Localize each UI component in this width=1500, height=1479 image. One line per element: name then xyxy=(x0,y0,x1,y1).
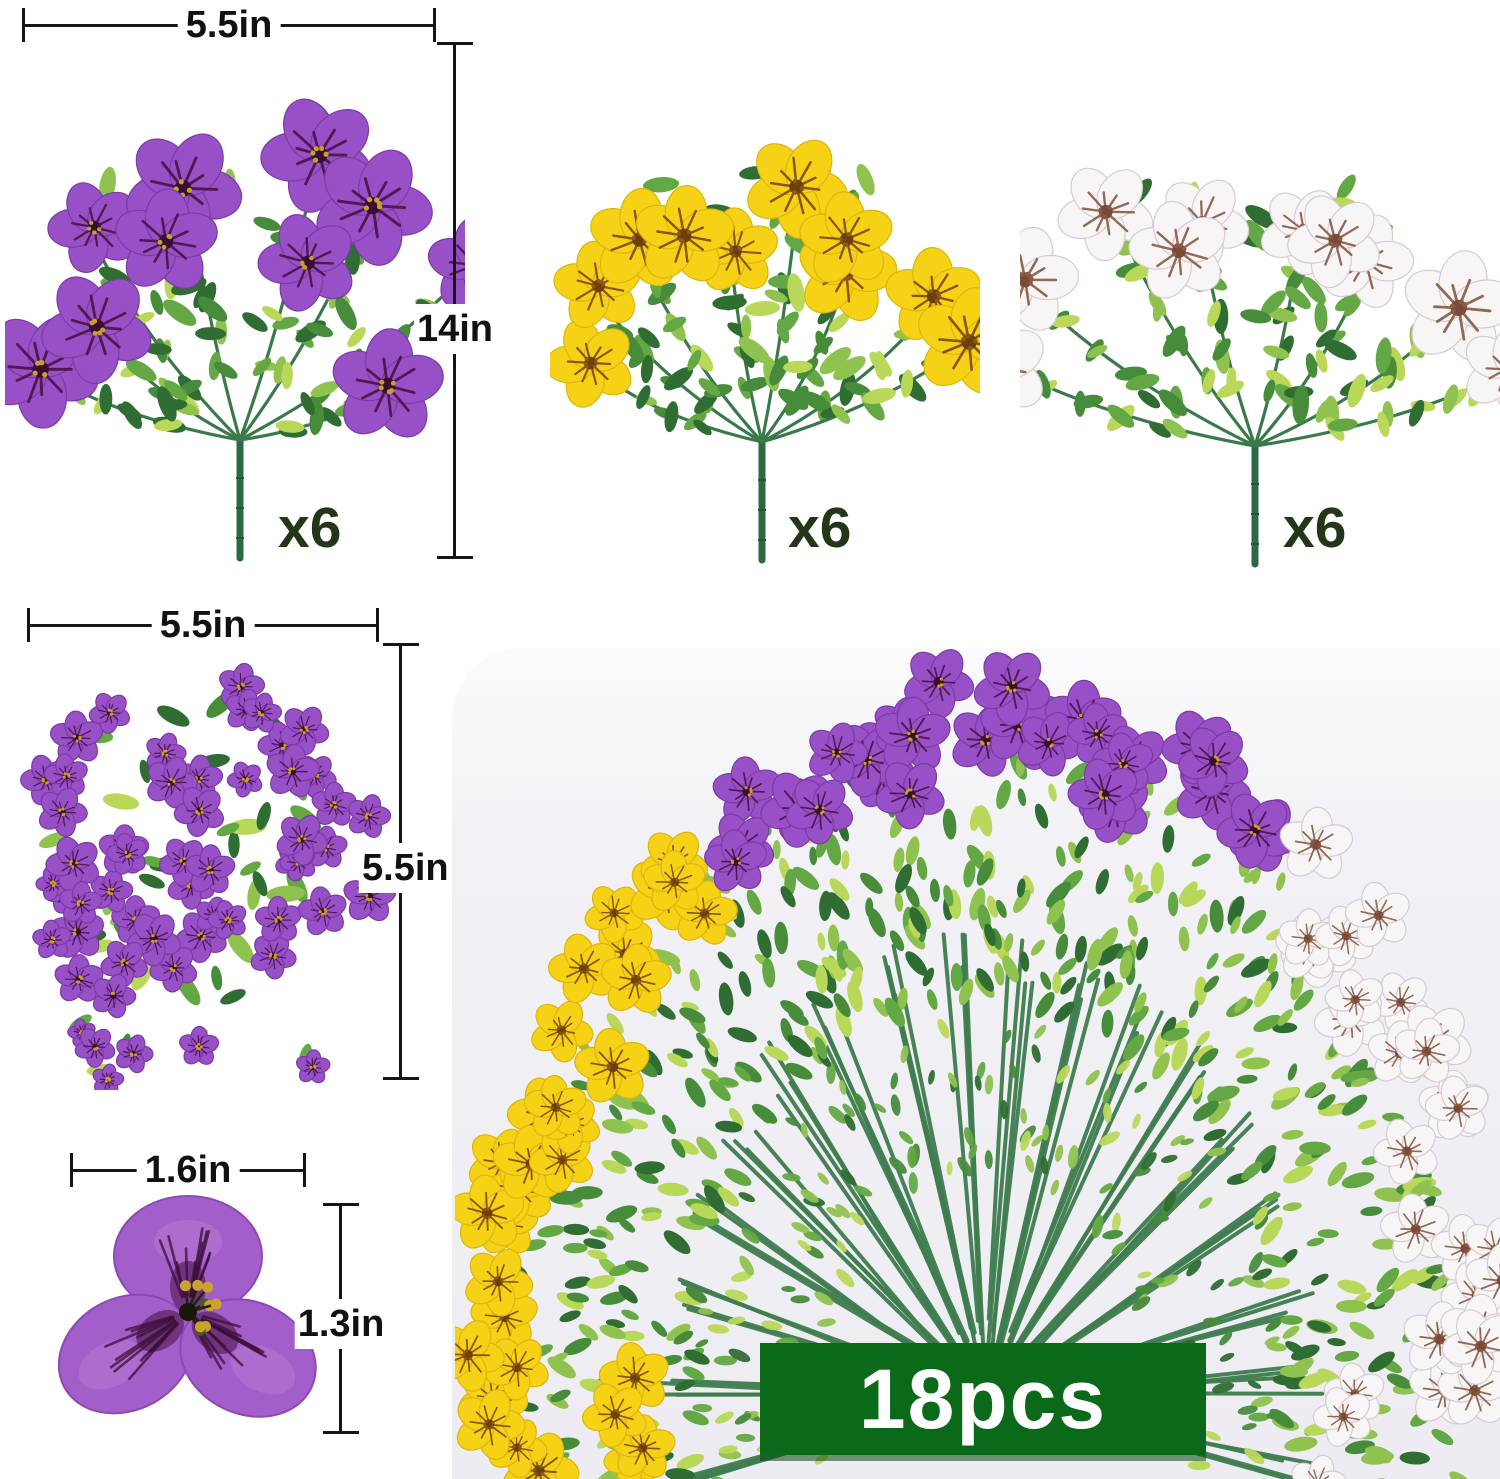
dimension-tick xyxy=(303,1153,306,1187)
dim-bouquet-width-label: 5.5in xyxy=(177,2,281,48)
qty-badge: 18pcs xyxy=(760,1343,1206,1461)
dimension-tick xyxy=(433,8,436,42)
dim-flower-height-label: 1.3in xyxy=(294,1299,388,1349)
qty-badge-label: 18pcs xyxy=(858,1352,1108,1446)
white-bouquet-photo xyxy=(1020,167,1500,568)
single-flower-photo xyxy=(57,1195,317,1418)
dim-topview-height-label: 5.5in xyxy=(359,843,452,893)
fan-photo xyxy=(455,649,1500,1479)
dim-topview-width: 5.5in xyxy=(27,602,379,648)
dim-topview-width-label: 5.5in xyxy=(151,602,255,648)
dim-bouquet-height-label: 14in xyxy=(413,304,497,354)
dimension-tick xyxy=(383,1077,419,1080)
dim-bouquet-width: 5.5in xyxy=(22,2,436,48)
qty-label-white: x6 xyxy=(1283,496,1347,560)
dimension-tick xyxy=(437,556,473,559)
purple-bouquet-photo xyxy=(5,98,465,562)
qty-label-yellow: x6 xyxy=(788,496,852,560)
dimension-tick xyxy=(376,608,379,642)
dim-flower-height: 1.3in xyxy=(294,1203,388,1434)
bush-topview-photo xyxy=(20,662,397,1090)
dimension-line xyxy=(453,42,456,559)
qty-label-purple: x6 xyxy=(278,496,342,560)
dim-flower-width: 1.6in xyxy=(70,1147,306,1193)
dim-flower-width-label: 1.6in xyxy=(136,1147,240,1193)
dim-topview-height: 5.5in xyxy=(359,643,452,1080)
dimension-tick xyxy=(323,1431,359,1434)
dim-bouquet-height: 14in xyxy=(413,42,497,559)
yellow-bouquet-photo xyxy=(550,139,980,564)
